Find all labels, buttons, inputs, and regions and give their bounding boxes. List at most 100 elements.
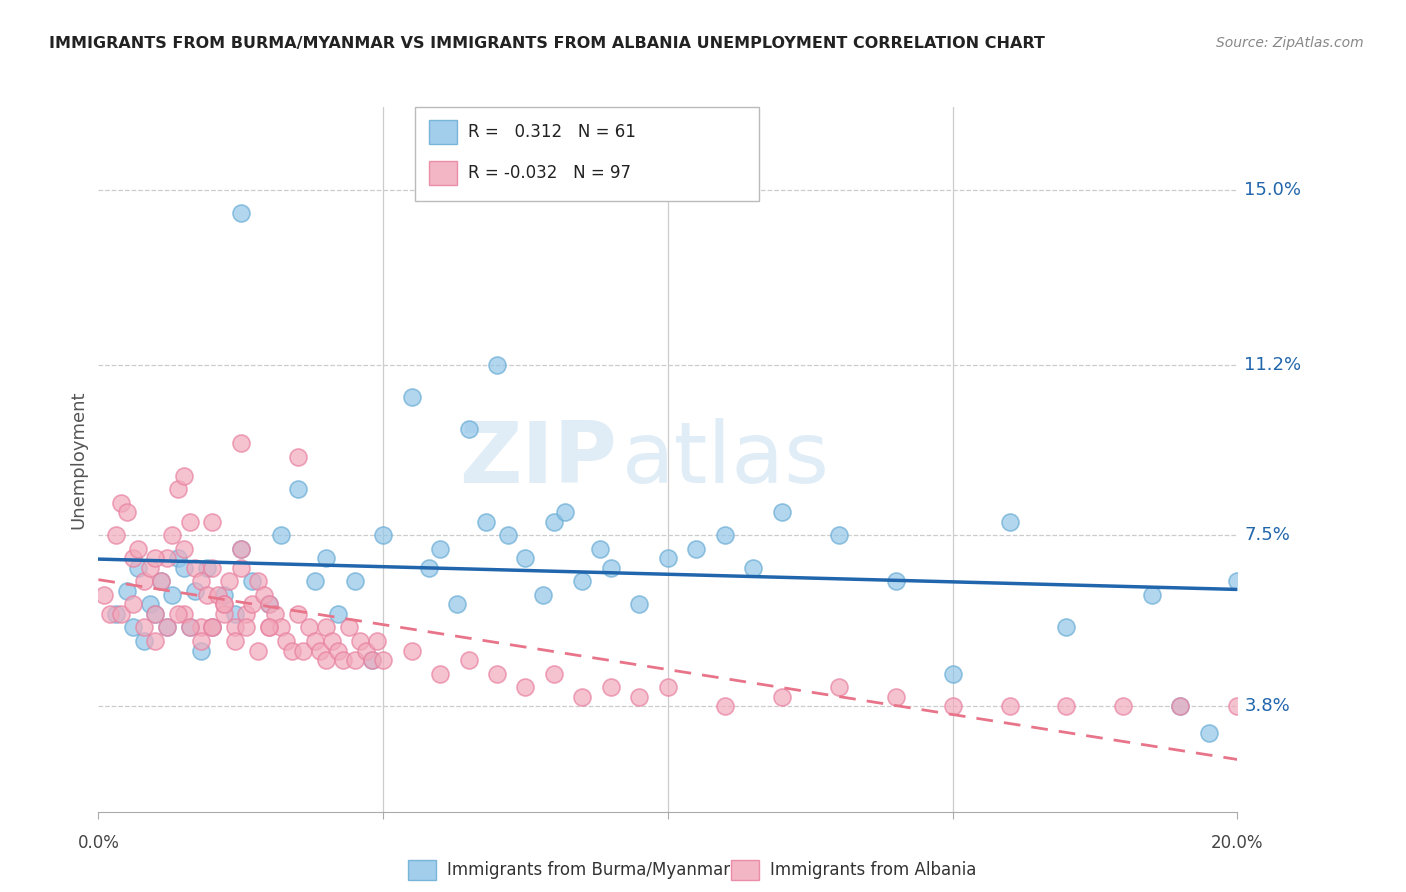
Point	[457, 653, 479, 667]
Point	[343, 574, 366, 589]
Point	[884, 574, 907, 589]
Point	[429, 542, 451, 557]
Point	[156, 620, 179, 634]
Point	[354, 643, 377, 657]
Point	[942, 698, 965, 713]
Point	[287, 607, 309, 621]
Point	[229, 436, 252, 450]
Point	[600, 560, 623, 574]
Point	[162, 528, 184, 542]
Point	[110, 496, 132, 510]
Point	[156, 620, 179, 634]
Point	[714, 528, 737, 542]
Point	[332, 653, 354, 667]
Point	[343, 653, 366, 667]
Point	[173, 542, 195, 557]
Point	[167, 551, 190, 566]
Point	[145, 551, 167, 566]
Point	[326, 607, 349, 621]
Text: Source: ZipAtlas.com: Source: ZipAtlas.com	[1216, 36, 1364, 50]
Point	[292, 643, 315, 657]
Point	[281, 643, 304, 657]
Text: Immigrants from Burma/Myanmar: Immigrants from Burma/Myanmar	[447, 861, 730, 879]
Point	[474, 515, 496, 529]
Point	[309, 643, 332, 657]
Point	[218, 574, 240, 589]
Point	[446, 598, 468, 612]
Point	[224, 620, 246, 634]
Point	[571, 690, 593, 704]
Point	[1056, 698, 1078, 713]
Point	[998, 515, 1021, 529]
Point	[1056, 620, 1078, 634]
Point	[628, 598, 651, 612]
Point	[276, 634, 298, 648]
Text: IMMIGRANTS FROM BURMA/MYANMAR VS IMMIGRANTS FROM ALBANIA UNEMPLOYMENT CORRELATIO: IMMIGRANTS FROM BURMA/MYANMAR VS IMMIGRA…	[49, 36, 1045, 51]
Point	[1198, 726, 1220, 740]
Point	[998, 698, 1021, 713]
Point	[201, 560, 224, 574]
Point	[212, 598, 235, 612]
Text: 15.0%: 15.0%	[1244, 181, 1302, 199]
Point	[98, 607, 121, 621]
Point	[212, 598, 235, 612]
Point	[287, 450, 309, 464]
Point	[224, 634, 246, 648]
Point	[326, 643, 349, 657]
Point	[93, 588, 115, 602]
Point	[201, 515, 224, 529]
Point	[132, 620, 155, 634]
Point	[828, 528, 851, 542]
Point	[246, 574, 269, 589]
Point	[373, 653, 395, 667]
Text: 20.0%: 20.0%	[1211, 834, 1264, 852]
Point	[588, 542, 610, 557]
Point	[145, 607, 167, 621]
Point	[360, 653, 382, 667]
Text: ZIP: ZIP	[458, 417, 617, 501]
Point	[543, 515, 565, 529]
Point	[240, 574, 263, 589]
Point	[742, 560, 765, 574]
Point	[360, 653, 382, 667]
Point	[179, 620, 201, 634]
Point	[229, 560, 252, 574]
Point	[138, 560, 160, 574]
Point	[173, 468, 195, 483]
Point	[486, 358, 509, 372]
Point	[184, 560, 207, 574]
Point	[600, 681, 623, 695]
Point	[714, 698, 737, 713]
Point	[401, 643, 423, 657]
Point	[1170, 698, 1192, 713]
Point	[173, 607, 195, 621]
Point	[207, 588, 229, 602]
Point	[173, 560, 195, 574]
Point	[104, 607, 127, 621]
Point	[1226, 574, 1249, 589]
Point	[127, 542, 149, 557]
Point	[259, 598, 281, 612]
Point	[457, 422, 479, 436]
Point	[321, 634, 343, 648]
Point	[657, 551, 679, 566]
Point	[828, 681, 851, 695]
Point	[201, 620, 224, 634]
Point	[264, 607, 287, 621]
Point	[132, 574, 155, 589]
Point	[252, 588, 274, 602]
Point	[104, 528, 127, 542]
Point	[201, 620, 224, 634]
Point	[246, 643, 269, 657]
Point	[270, 528, 292, 542]
Point	[486, 666, 509, 681]
Point	[115, 505, 138, 519]
Point	[150, 574, 173, 589]
Text: 11.2%: 11.2%	[1244, 356, 1302, 374]
Point	[138, 598, 160, 612]
Point	[315, 551, 337, 566]
Point	[259, 598, 281, 612]
Text: 0.0%: 0.0%	[77, 834, 120, 852]
Point	[235, 620, 257, 634]
Point	[304, 574, 326, 589]
